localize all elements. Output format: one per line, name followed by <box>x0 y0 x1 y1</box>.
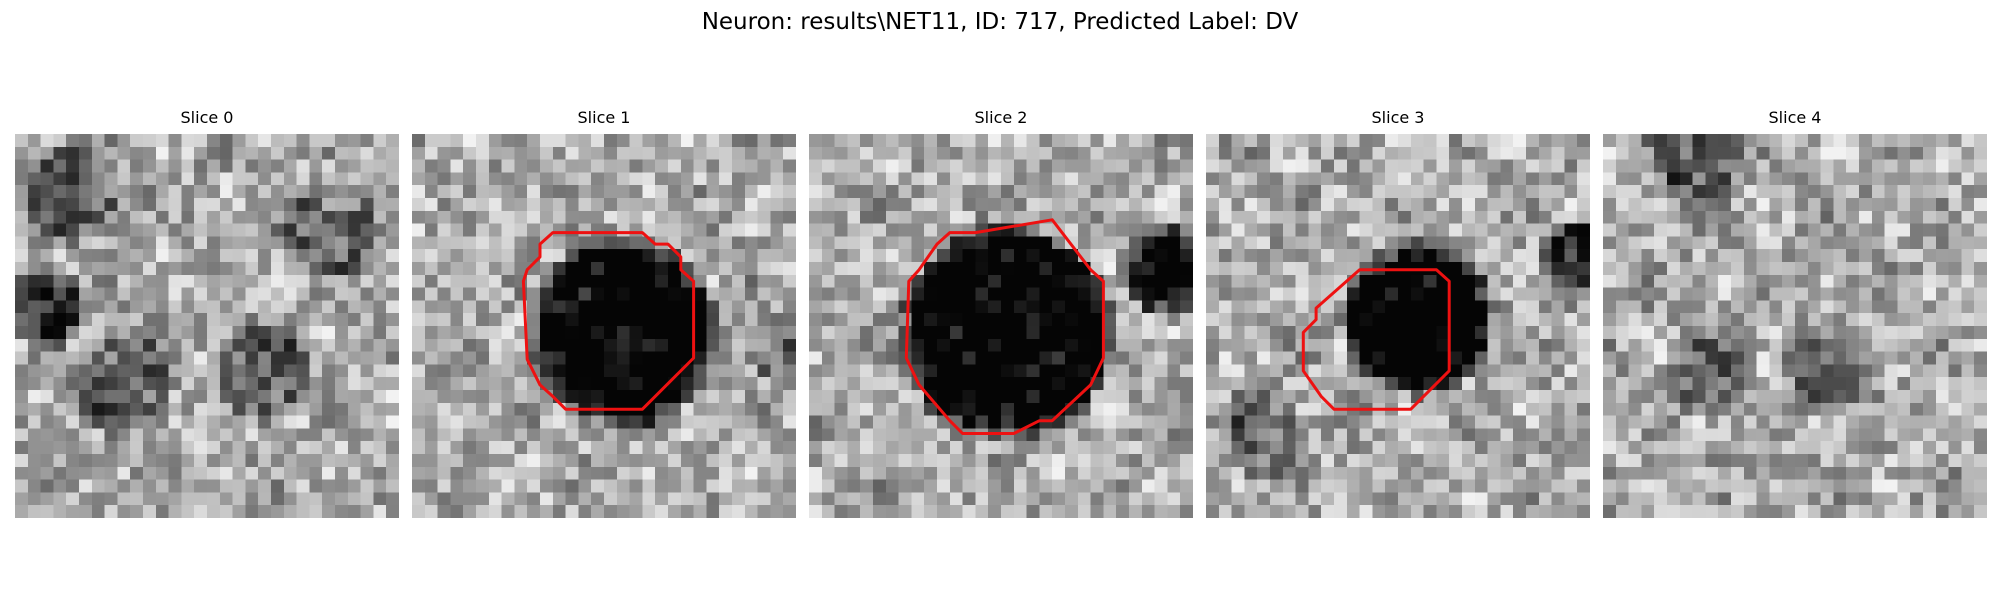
slice-2-pixels <box>809 134 1193 518</box>
slice-panel-4: Slice 4 <box>1603 108 1987 520</box>
slice-0-image <box>15 134 399 518</box>
slice-4-pixels <box>1603 134 1987 518</box>
slice-title: Slice 2 <box>974 108 1028 127</box>
slice-1-image <box>412 134 796 518</box>
segmentation-contour <box>904 218 1105 435</box>
figure-title: Neuron: results\NET11, ID: 717, Predicte… <box>701 9 1299 35</box>
slice-0-pixels <box>15 134 399 518</box>
slice-3-image <box>1206 134 1590 518</box>
slice-1-pixels <box>412 134 796 518</box>
segmentation-contour <box>521 231 696 411</box>
slice-title: Slice 3 <box>1371 108 1425 127</box>
slice-panel-0: Slice 0 <box>15 108 399 520</box>
segmentation-contour <box>1301 268 1451 411</box>
slice-title: Slice 4 <box>1768 108 1822 127</box>
slice-3-pixels <box>1206 134 1590 518</box>
slice-panel-1: Slice 1 <box>412 108 796 520</box>
slice-panel-2: Slice 2 <box>809 108 1193 520</box>
slice-4-image <box>1603 134 1987 518</box>
slice-title: Slice 0 <box>180 108 234 127</box>
slice-title: Slice 1 <box>577 108 631 127</box>
slice-panel-3: Slice 3 <box>1206 108 1590 520</box>
slice-2-image <box>809 134 1193 518</box>
